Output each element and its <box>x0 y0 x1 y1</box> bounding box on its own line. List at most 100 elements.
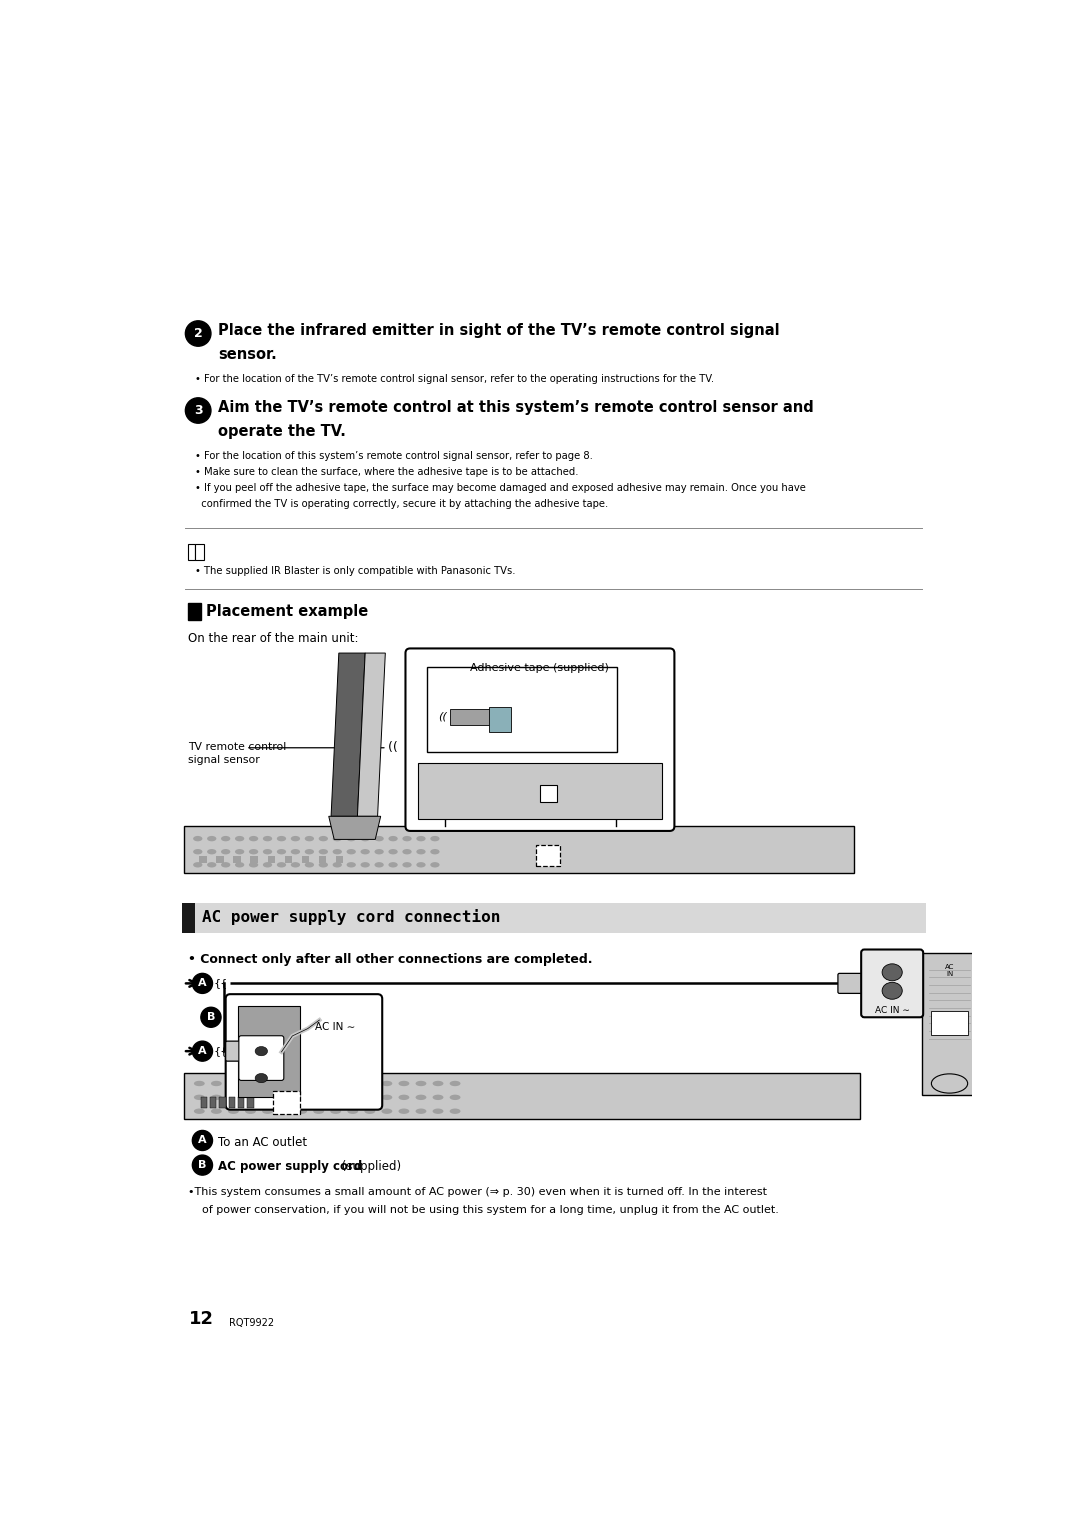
Ellipse shape <box>255 1047 268 1056</box>
Ellipse shape <box>882 964 902 981</box>
Ellipse shape <box>221 850 230 854</box>
Ellipse shape <box>389 850 397 854</box>
Text: operate the TV.: operate the TV. <box>218 425 346 440</box>
Ellipse shape <box>279 1108 291 1114</box>
Ellipse shape <box>248 836 258 842</box>
Text: sensor.: sensor. <box>218 347 276 362</box>
Text: • For the location of the TV’s remote control signal sensor, refer to the operat: • For the location of the TV’s remote co… <box>194 373 714 384</box>
Text: 3: 3 <box>193 403 202 417</box>
Ellipse shape <box>296 1094 307 1100</box>
Text: •This system consumes a small amount of AC power (⇒ p. 30) even when it is turne: •This system consumes a small amount of … <box>189 1187 768 1196</box>
Bar <box>238 1007 300 1097</box>
Ellipse shape <box>361 836 369 842</box>
Bar <box>216 856 225 863</box>
Ellipse shape <box>381 1094 392 1100</box>
Ellipse shape <box>296 1080 307 1086</box>
Ellipse shape <box>313 1080 324 1086</box>
Ellipse shape <box>221 836 230 842</box>
Ellipse shape <box>194 1080 205 1086</box>
Text: • The supplied IR Blaster is only compatible with Panasonic TVs.: • The supplied IR Blaster is only compat… <box>194 565 515 576</box>
Ellipse shape <box>403 836 411 842</box>
Ellipse shape <box>433 1080 444 1086</box>
Bar <box>450 709 494 726</box>
Circle shape <box>186 397 211 423</box>
Ellipse shape <box>305 836 314 842</box>
Ellipse shape <box>211 1108 221 1114</box>
Ellipse shape <box>245 1080 256 1086</box>
Ellipse shape <box>375 836 383 842</box>
Text: {{: {{ <box>213 978 228 989</box>
Ellipse shape <box>235 862 244 868</box>
Ellipse shape <box>416 836 426 842</box>
Ellipse shape <box>193 850 202 854</box>
Ellipse shape <box>348 1080 359 1086</box>
Ellipse shape <box>399 1108 409 1114</box>
Text: (supplied): (supplied) <box>338 1160 401 1174</box>
Bar <box>189 544 195 559</box>
Ellipse shape <box>364 1108 375 1114</box>
Bar <box>219 1097 226 1108</box>
Ellipse shape <box>255 1074 268 1083</box>
Ellipse shape <box>430 850 440 854</box>
Ellipse shape <box>361 850 369 854</box>
Circle shape <box>192 1155 213 1175</box>
Bar <box>268 856 275 863</box>
Circle shape <box>201 1007 221 1027</box>
Ellipse shape <box>399 1094 409 1100</box>
Ellipse shape <box>416 1080 427 1086</box>
Ellipse shape <box>375 862 383 868</box>
Bar <box>428 666 617 752</box>
Ellipse shape <box>333 850 342 854</box>
Ellipse shape <box>333 862 342 868</box>
Ellipse shape <box>291 862 300 868</box>
Text: A: A <box>198 1047 206 1056</box>
Ellipse shape <box>211 1080 221 1086</box>
Text: AC IN ∼: AC IN ∼ <box>314 1022 355 1031</box>
Ellipse shape <box>403 850 411 854</box>
FancyBboxPatch shape <box>226 995 382 1109</box>
Ellipse shape <box>262 862 272 868</box>
Ellipse shape <box>276 850 286 854</box>
Circle shape <box>192 1041 213 1060</box>
Bar <box>184 1073 861 1118</box>
Ellipse shape <box>381 1108 392 1114</box>
Bar <box>211 1097 216 1108</box>
Text: ((: (( <box>389 741 410 755</box>
Ellipse shape <box>330 1108 341 1114</box>
Text: Placement example: Placement example <box>206 604 368 619</box>
Bar <box>536 845 561 866</box>
Polygon shape <box>328 816 380 839</box>
Ellipse shape <box>375 850 383 854</box>
Bar <box>319 856 326 863</box>
Bar <box>251 856 258 863</box>
Ellipse shape <box>347 862 356 868</box>
Text: TV remote control
signal sensor: TV remote control signal sensor <box>189 741 286 766</box>
Bar <box>273 1091 300 1114</box>
Text: AC power supply cord connection: AC power supply cord connection <box>202 909 501 924</box>
Ellipse shape <box>333 836 342 842</box>
Bar <box>489 707 511 732</box>
Text: {{: {{ <box>213 1047 228 1056</box>
Text: • For the location of this system’s remote control signal sensor, refer to page : • For the location of this system’s remo… <box>194 451 593 460</box>
Ellipse shape <box>296 1108 307 1114</box>
FancyBboxPatch shape <box>861 949 923 1018</box>
Ellipse shape <box>313 1094 324 1100</box>
Ellipse shape <box>433 1094 444 1100</box>
Text: A: A <box>198 978 206 989</box>
Ellipse shape <box>207 836 216 842</box>
Bar <box>238 1097 244 1108</box>
Ellipse shape <box>319 850 328 854</box>
FancyBboxPatch shape <box>405 648 674 831</box>
Ellipse shape <box>262 1108 273 1114</box>
Ellipse shape <box>449 1108 460 1114</box>
Ellipse shape <box>416 1094 427 1100</box>
Bar <box>301 856 309 863</box>
Ellipse shape <box>279 1080 291 1086</box>
Bar <box>201 1097 207 1108</box>
Bar <box>931 1010 968 1034</box>
Ellipse shape <box>364 1094 375 1100</box>
Text: of power conservation, if you will not be using this system for a long time, unp: of power conservation, if you will not b… <box>202 1206 780 1215</box>
Circle shape <box>186 321 211 347</box>
Polygon shape <box>332 652 365 816</box>
Bar <box>284 856 293 863</box>
